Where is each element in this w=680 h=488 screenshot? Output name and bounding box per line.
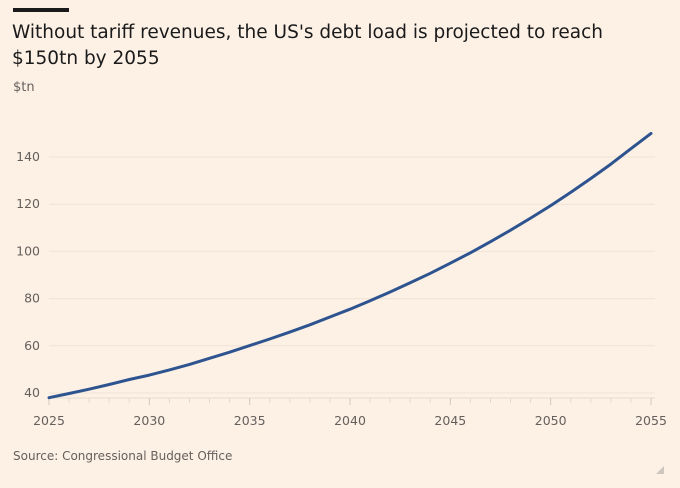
- x-tick-label: 2025: [33, 413, 65, 428]
- chart-title: Without tariff revenues, the US's debt l…: [12, 22, 603, 69]
- x-tick-label: 2030: [133, 413, 165, 428]
- y-tick-label: 120: [16, 196, 40, 211]
- x-tick-label: 2040: [334, 413, 366, 428]
- y-axis-unit-label: $tn: [13, 80, 35, 95]
- y-tick-label: 60: [24, 338, 40, 353]
- y-tick-label: 80: [24, 291, 40, 306]
- source-note: Source: Congressional Budget Office: [13, 449, 233, 463]
- y-tick-label: 40: [24, 385, 40, 400]
- debt-series-line: [47, 131, 653, 400]
- brand-bar: [13, 8, 69, 12]
- resize-handle-icon[interactable]: [656, 466, 664, 474]
- x-tick-label: 2055: [635, 413, 667, 428]
- x-tick-label: 2045: [434, 413, 466, 428]
- x-tick-label: 2035: [234, 413, 266, 428]
- y-tick-label: 100: [16, 243, 40, 258]
- y-tick-label: 140: [16, 149, 40, 164]
- x-tick-label: 2050: [535, 413, 567, 428]
